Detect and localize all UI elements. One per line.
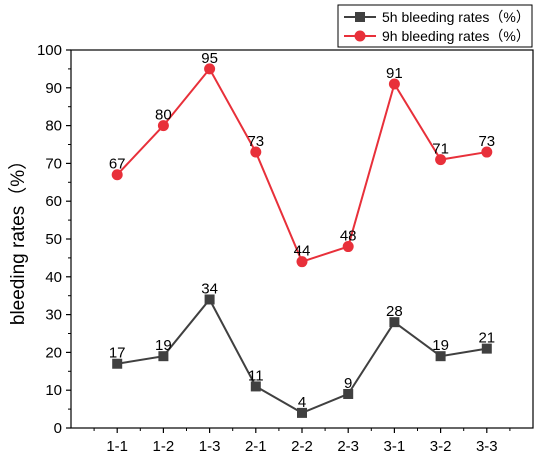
y-tick-label: 20 [45,344,62,361]
data-point [435,351,446,362]
y-tick-label: 30 [45,307,62,324]
data-label: 80 [155,107,172,124]
data-point [111,169,123,181]
y-tick-label: 0 [54,420,62,437]
series-line-2 [116,67,487,263]
data-label: 67 [109,156,126,173]
data-label: 48 [340,228,357,245]
data-point [112,358,123,369]
data-label: 71 [432,141,449,158]
data-label: 34 [201,280,218,297]
data-label: 44 [294,243,311,260]
series-layer [111,63,493,418]
data-point [204,294,215,305]
data-point [342,241,354,253]
y-tick-label: 10 [45,382,62,399]
x-tick-label: 3-1 [384,438,406,455]
x-tick-label: 1-3 [199,438,221,455]
legend-marker [354,30,366,42]
x-tick-label: 2-1 [245,438,267,455]
data-point [388,78,400,90]
data-point [250,146,262,158]
legend: 5h bleeding rates（%） 9h bleeding rates（%） [337,4,533,48]
data-point [204,63,216,75]
data-point [389,317,400,328]
data-label: 73 [478,133,495,150]
data-label: 28 [386,303,403,320]
data-labels: 17 19 34 11 4 9 28 19 21 67 80 95 73 44 48 91 71 73 [109,50,495,411]
x-tick-label: 3-3 [476,438,498,455]
x-tick-label: 2-2 [291,438,313,455]
data-label: 11 [248,367,264,384]
y-tick-label: 80 [45,118,62,135]
data-label: 17 [109,345,126,362]
y-tick-label: 50 [45,231,62,248]
x-tick-label: 2-3 [337,438,359,455]
data-point [158,351,169,362]
data-label: 95 [201,50,218,67]
x-tick-label: 1-2 [153,438,175,455]
legend-box [337,4,533,48]
y-tick-label: 60 [45,193,62,210]
data-point [435,154,447,166]
plot-frame [70,49,534,429]
data-point [481,146,493,158]
data-point [250,381,261,392]
data-label: 19 [155,337,172,354]
legend-marker [355,12,365,22]
x-tick-label: 3-2 [430,438,452,455]
data-label: 9 [344,375,352,392]
data-point [481,343,492,354]
y-axis-label: bleeding rates（%） [7,151,29,325]
data-point [296,256,308,268]
legend-label: 5h bleeding rates（%） [382,9,530,25]
data-label: 91 [386,65,403,82]
data-label: 4 [298,394,306,411]
x-tick-label: 1-1 [106,438,128,455]
y-tick-label: 100 [37,42,62,59]
data-label: 73 [247,133,264,150]
data-label: 21 [478,330,495,347]
data-point [343,388,354,399]
data-point [297,407,307,418]
axes: 0 10 20 30 40 50 60 70 80 90 100 1-1 1-2 1-3 2-1 2-2 2-3… [37,42,534,455]
y-tick-label: 90 [45,80,62,97]
legend-label: 9h bleeding rates（%） [382,28,530,44]
data-point [157,120,169,132]
data-label: 19 [432,337,449,354]
y-tick-label: 40 [45,269,62,286]
y-tick-label: 70 [45,155,62,172]
